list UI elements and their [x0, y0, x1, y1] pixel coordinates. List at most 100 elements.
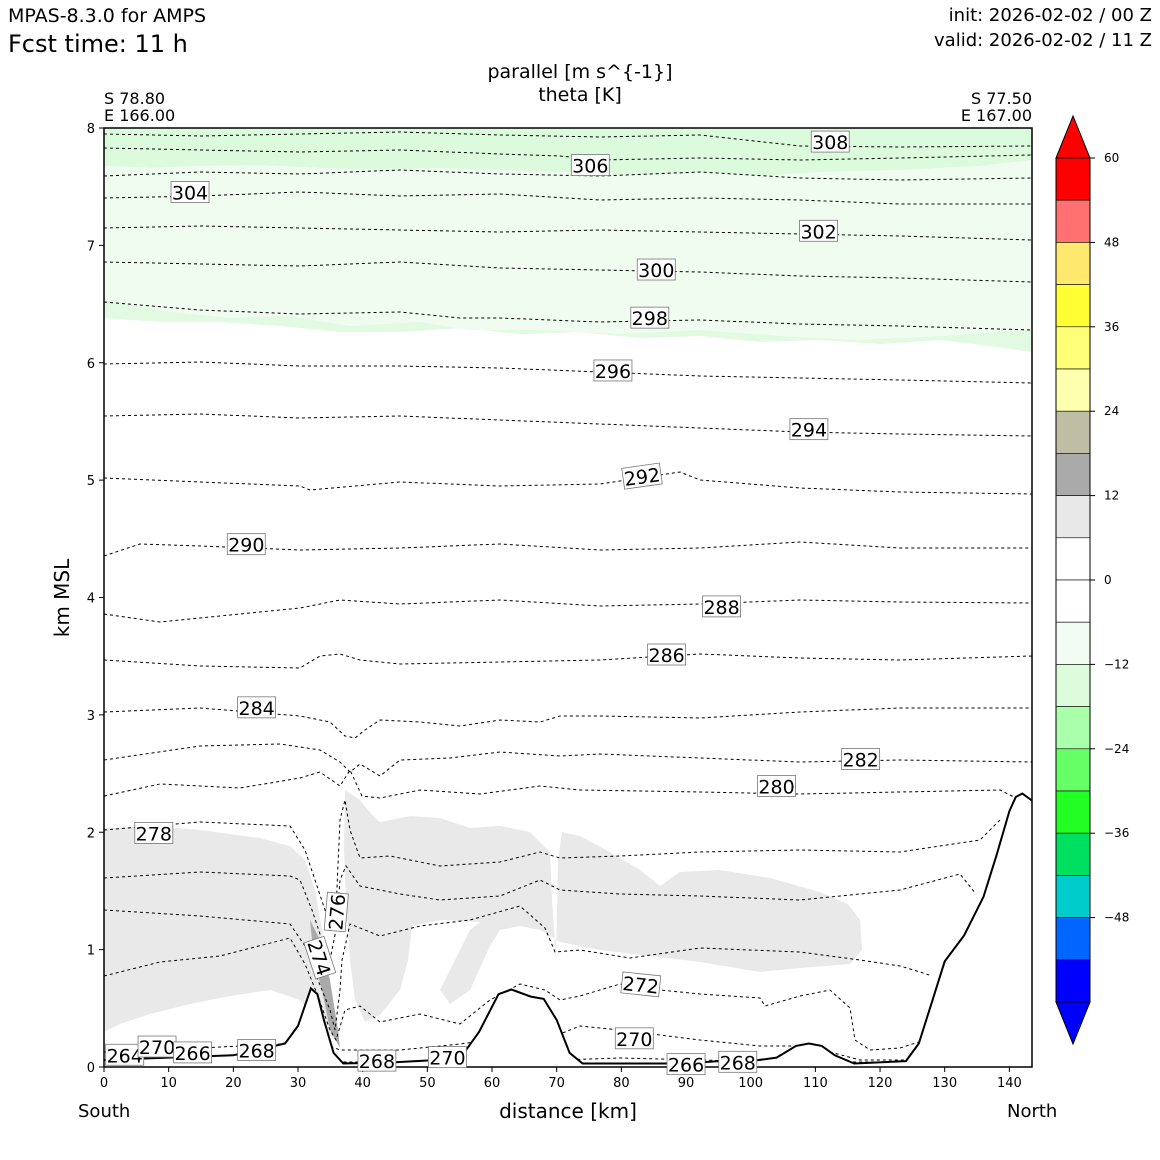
x-tick-label: 10	[160, 1076, 177, 1091]
x-tick-label: 30	[290, 1076, 307, 1091]
colorbar-swatch	[1055, 579, 1091, 623]
chart-title-line1: parallel [m s^{-1}]	[487, 61, 673, 83]
svg-text:282: 282	[842, 749, 878, 771]
theta-contour-label: 294	[789, 418, 829, 442]
colorbar-tick-label: 60	[1104, 151, 1119, 165]
svg-text:300: 300	[638, 260, 674, 282]
svg-text:284: 284	[238, 698, 274, 720]
theta-contour-label: 264	[105, 1043, 145, 1067]
init-time: init: 2026-02-02 / 00 Z	[948, 5, 1152, 26]
theta-contour-302	[104, 191, 1032, 205]
wind-shading-layer	[104, 128, 1032, 1048]
colorbar: 60 48 36 24 12 0 −12 −24 −36 −48	[1055, 114, 1129, 1046]
colorbar-swatch	[1055, 410, 1091, 454]
colorbar-swatch	[1055, 875, 1091, 918]
x-axis-label: distance [km]	[499, 1099, 637, 1123]
colorbar-swatch	[1055, 917, 1091, 961]
x-tick-label: 110	[803, 1076, 828, 1091]
theta-contour-306	[104, 147, 1032, 161]
theta-contour-298	[104, 261, 1032, 283]
colorbar-swatch	[1055, 242, 1091, 285]
svg-text:272: 272	[621, 973, 659, 999]
theta-contour-label: 270	[137, 1035, 177, 1059]
colorbar-swatch	[1055, 368, 1091, 412]
x-tick-label: 140	[997, 1076, 1022, 1091]
svg-text:266: 266	[668, 1055, 704, 1077]
terrain-layer	[104, 792, 1032, 1067]
colorbar-swatch	[1055, 706, 1091, 750]
x-tick-label: 130	[932, 1076, 957, 1091]
colorbar-tick-label: 48	[1104, 235, 1119, 249]
y-tick-label: 5	[87, 474, 95, 489]
svg-text:286: 286	[648, 645, 684, 667]
theta-contour-label: 302	[799, 219, 838, 243]
x-tick-label: 60	[484, 1076, 501, 1091]
theta-contour-label: 266	[173, 1041, 212, 1065]
south-label: South	[78, 1101, 131, 1122]
x-tick-label: 80	[613, 1076, 630, 1091]
colorbar-tick-label: −24	[1104, 742, 1129, 756]
theta-contour-280	[104, 743, 1032, 777]
colorbar-tick-label: −36	[1104, 826, 1129, 840]
theta-contour-label: 278	[134, 822, 174, 845]
colorbar-swatch	[1055, 790, 1091, 834]
svg-text:268: 268	[359, 1051, 395, 1073]
svg-text:298: 298	[632, 308, 668, 330]
theta-contour-label: 276	[323, 891, 350, 933]
theta-contour-label: 298	[630, 306, 670, 330]
svg-text:270: 270	[616, 1029, 652, 1051]
theta-contour-label: 306	[570, 154, 610, 178]
theta-contour-308	[104, 131, 1032, 148]
svg-text:264: 264	[107, 1045, 143, 1067]
colorbar-swatch	[1055, 959, 1091, 1003]
theta-contour-304	[104, 169, 1032, 181]
theta-contour-284	[104, 653, 1032, 669]
y-tick-label: 6	[87, 357, 95, 372]
svg-text:296: 296	[595, 361, 631, 383]
theta-contour-label: 286	[647, 643, 687, 667]
svg-text:308: 308	[812, 132, 848, 154]
theta-contour-label: 270	[427, 1046, 467, 1070]
colorbar-swatch	[1055, 199, 1091, 243]
light-green-band	[104, 160, 1032, 352]
svg-text:304: 304	[172, 183, 208, 205]
svg-text:306: 306	[572, 156, 608, 178]
theta-contour-label: 292	[621, 462, 663, 491]
theta-contour-288	[104, 541, 1032, 557]
colorbar-swatch	[1055, 326, 1091, 370]
theta-contour-276b	[104, 864, 977, 962]
colorbar-swatch	[1055, 621, 1091, 665]
colorbar-swatch	[1055, 832, 1091, 876]
y-tick-label: 7	[87, 239, 95, 254]
svg-text:276: 276	[325, 893, 350, 931]
theta-contour-label: 282	[841, 748, 881, 771]
theta-contour-label: 266	[666, 1053, 706, 1077]
svg-text:270: 270	[139, 1037, 175, 1059]
theta-contour-label: 300	[636, 258, 676, 282]
y-tick-label: 8	[87, 122, 95, 137]
theta-contour-label: 270	[614, 1027, 654, 1051]
svg-text:294: 294	[791, 420, 827, 442]
x-tick-label: 90	[678, 1076, 695, 1091]
colorbar-swatch	[1055, 664, 1091, 707]
y-tick-label: 3	[87, 709, 95, 724]
y-tick-label: 1	[87, 944, 95, 959]
svg-text:268: 268	[238, 1041, 274, 1063]
theta-contour-label: 308	[810, 130, 850, 154]
model-name: MPAS-8.3.0 for AMPS	[8, 5, 207, 27]
theta-contour-272	[104, 937, 926, 1051]
theta-contour-282	[104, 707, 1032, 739]
colorbar-swatch	[1055, 284, 1091, 328]
theta-contour-292	[104, 413, 1032, 437]
colorbar-swatch	[1055, 537, 1091, 581]
colorbar-swatch	[1055, 157, 1091, 201]
svg-text:302: 302	[800, 221, 836, 243]
x-tick-label: 40	[354, 1076, 371, 1091]
right-endpoint-lon: E 167.00	[960, 106, 1032, 125]
theta-contour-label: 290	[226, 533, 266, 557]
light-gray-region-left	[104, 826, 334, 1040]
x-tick-label: 0	[100, 1076, 108, 1091]
theta-contour-286	[104, 599, 1032, 623]
theta-contour-label: 304	[170, 181, 210, 205]
